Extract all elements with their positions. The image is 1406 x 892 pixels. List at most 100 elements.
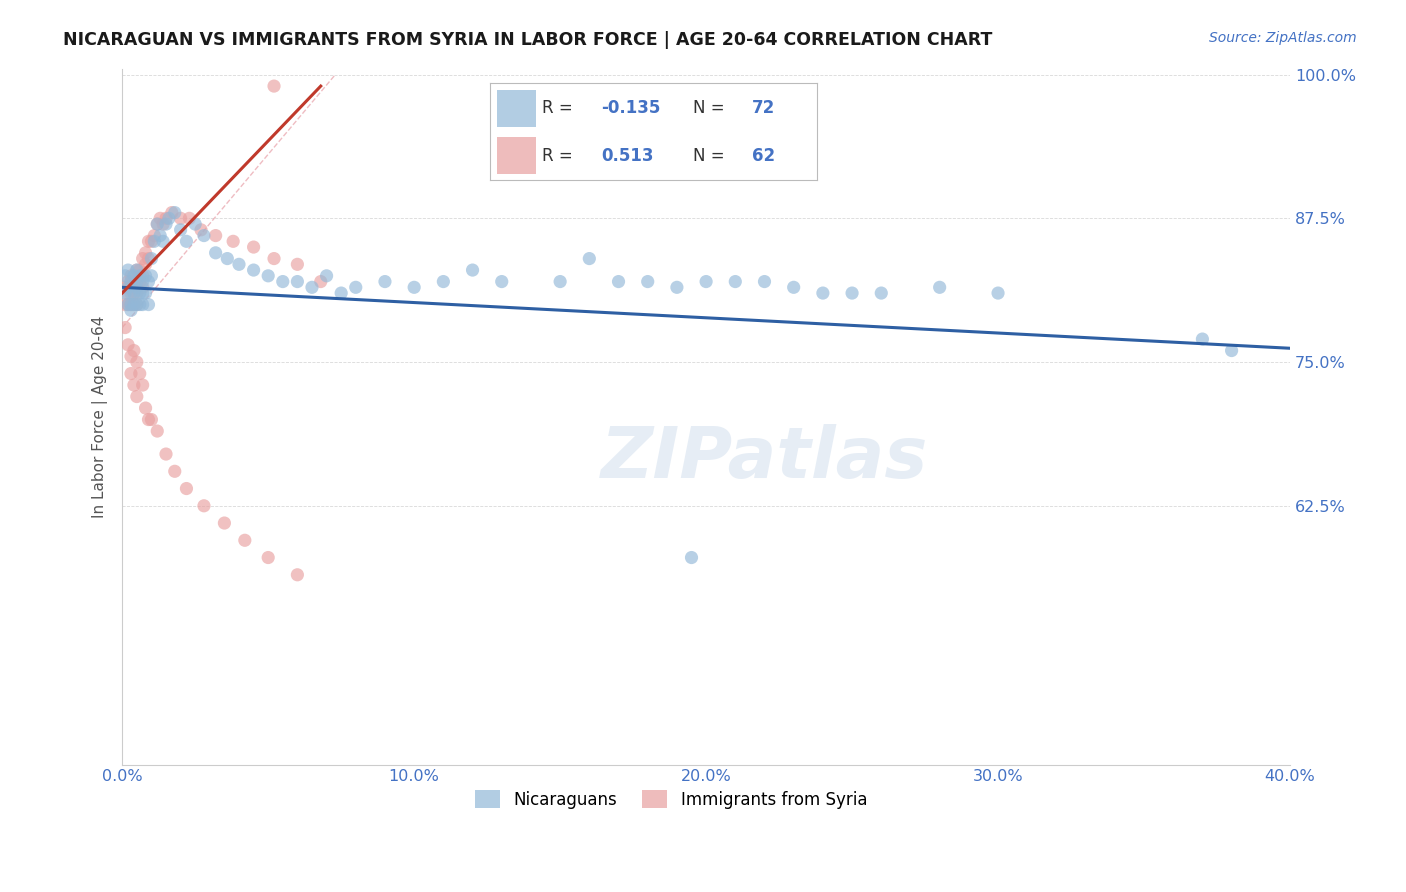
Point xyxy=(160,205,183,219)
Point xyxy=(432,275,454,289)
Text: NICARAGUAN VS IMMIGRANTS FROM SYRIA IN LABOR FORCE | AGE 20-64 CORRELATION CHART: NICARAGUAN VS IMMIGRANTS FROM SYRIA IN L… xyxy=(63,31,993,49)
Point xyxy=(131,286,153,301)
Point xyxy=(782,280,804,294)
Point xyxy=(138,252,160,266)
Point xyxy=(128,367,150,381)
Point xyxy=(149,228,172,243)
Point xyxy=(271,275,294,289)
Point xyxy=(155,211,177,226)
Point xyxy=(578,252,600,266)
Point xyxy=(287,567,309,582)
Point xyxy=(138,297,160,311)
Point xyxy=(131,378,153,392)
Point xyxy=(114,280,136,294)
Point xyxy=(190,223,212,237)
Point xyxy=(138,412,160,426)
Point xyxy=(141,252,163,266)
Point xyxy=(125,390,148,404)
Point xyxy=(143,228,166,243)
Point xyxy=(117,297,139,311)
Point xyxy=(681,550,703,565)
Point xyxy=(125,297,148,311)
Point xyxy=(695,275,717,289)
Point xyxy=(122,297,145,311)
Point xyxy=(193,228,215,243)
Point xyxy=(204,228,226,243)
Point xyxy=(315,268,337,283)
Point xyxy=(125,263,148,277)
Point xyxy=(754,275,776,289)
Point xyxy=(117,263,139,277)
Point xyxy=(141,268,163,283)
Point xyxy=(114,268,136,283)
Point xyxy=(152,217,174,231)
Point xyxy=(841,286,863,301)
Point xyxy=(491,275,513,289)
Point xyxy=(128,297,150,311)
Point xyxy=(117,338,139,352)
Point xyxy=(724,275,747,289)
Point xyxy=(176,482,198,496)
Point xyxy=(141,412,163,426)
Point xyxy=(404,280,426,294)
Point xyxy=(125,280,148,294)
Point xyxy=(120,297,142,311)
Point xyxy=(157,211,180,226)
Point xyxy=(131,268,153,283)
Point xyxy=(122,343,145,358)
Point xyxy=(114,286,136,301)
Point xyxy=(125,263,148,277)
Text: ZIPatlas: ZIPatlas xyxy=(600,424,928,493)
Point xyxy=(138,235,160,249)
Point xyxy=(125,355,148,369)
Point xyxy=(287,257,309,271)
Point xyxy=(987,286,1010,301)
Point xyxy=(179,211,201,226)
Point xyxy=(870,286,893,301)
Point xyxy=(128,263,150,277)
Point xyxy=(146,217,169,231)
Point xyxy=(120,275,142,289)
Point xyxy=(665,280,688,294)
Point xyxy=(155,217,177,231)
Point xyxy=(263,252,285,266)
Point xyxy=(1220,343,1243,358)
Point xyxy=(607,275,630,289)
Point xyxy=(131,297,153,311)
Point xyxy=(131,275,153,289)
Point xyxy=(204,245,226,260)
Point xyxy=(122,297,145,311)
Point xyxy=(257,268,280,283)
Point xyxy=(122,378,145,392)
Point xyxy=(135,257,157,271)
Point xyxy=(120,297,142,311)
Point xyxy=(125,275,148,289)
Point xyxy=(152,235,174,249)
Point xyxy=(117,275,139,289)
Point xyxy=(228,257,250,271)
Point xyxy=(520,148,543,162)
Point xyxy=(128,268,150,283)
Y-axis label: In Labor Force | Age 20-64: In Labor Force | Age 20-64 xyxy=(93,316,108,518)
Point xyxy=(169,211,191,226)
Point xyxy=(309,275,332,289)
Point xyxy=(122,275,145,289)
Point xyxy=(114,297,136,311)
Point xyxy=(163,464,186,478)
Point xyxy=(242,263,264,277)
Point xyxy=(548,275,571,289)
Point xyxy=(1191,332,1213,346)
Point xyxy=(301,280,323,294)
Point xyxy=(143,235,166,249)
Point xyxy=(117,286,139,301)
Point xyxy=(330,286,353,301)
Point xyxy=(125,297,148,311)
Point xyxy=(287,275,309,289)
Point xyxy=(120,280,142,294)
Point xyxy=(149,211,172,226)
Point xyxy=(120,268,142,283)
Point xyxy=(374,275,396,289)
Point xyxy=(155,447,177,461)
Point xyxy=(242,240,264,254)
Point xyxy=(120,349,142,363)
